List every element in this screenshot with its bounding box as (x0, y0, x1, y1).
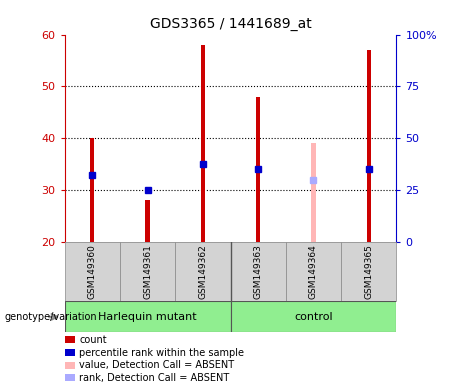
FancyBboxPatch shape (65, 242, 120, 301)
Text: Harlequin mutant: Harlequin mutant (98, 312, 197, 322)
Text: GSM149360: GSM149360 (88, 244, 97, 299)
Text: GSM149365: GSM149365 (364, 244, 373, 299)
FancyBboxPatch shape (65, 301, 230, 332)
Title: GDS3365 / 1441689_at: GDS3365 / 1441689_at (150, 17, 311, 31)
Text: count: count (79, 335, 107, 345)
Text: value, Detection Call = ABSENT: value, Detection Call = ABSENT (79, 360, 234, 370)
FancyBboxPatch shape (341, 242, 396, 301)
Text: rank, Detection Call = ABSENT: rank, Detection Call = ABSENT (79, 373, 230, 383)
Text: GSM149361: GSM149361 (143, 244, 152, 299)
FancyBboxPatch shape (230, 242, 286, 301)
Text: control: control (294, 312, 333, 322)
Bar (311, 144, 316, 242)
FancyBboxPatch shape (286, 242, 341, 301)
Text: GSM149364: GSM149364 (309, 244, 318, 299)
FancyBboxPatch shape (120, 242, 175, 301)
Bar (366, 50, 371, 242)
FancyBboxPatch shape (175, 242, 230, 301)
Bar (201, 45, 205, 242)
Text: GSM149362: GSM149362 (198, 244, 207, 299)
Text: GSM149363: GSM149363 (254, 244, 263, 299)
Bar (145, 200, 150, 242)
Bar (90, 138, 95, 242)
FancyBboxPatch shape (230, 301, 396, 332)
Text: genotype/variation: genotype/variation (5, 312, 97, 322)
Text: percentile rank within the sample: percentile rank within the sample (79, 348, 244, 358)
Bar (256, 97, 260, 242)
